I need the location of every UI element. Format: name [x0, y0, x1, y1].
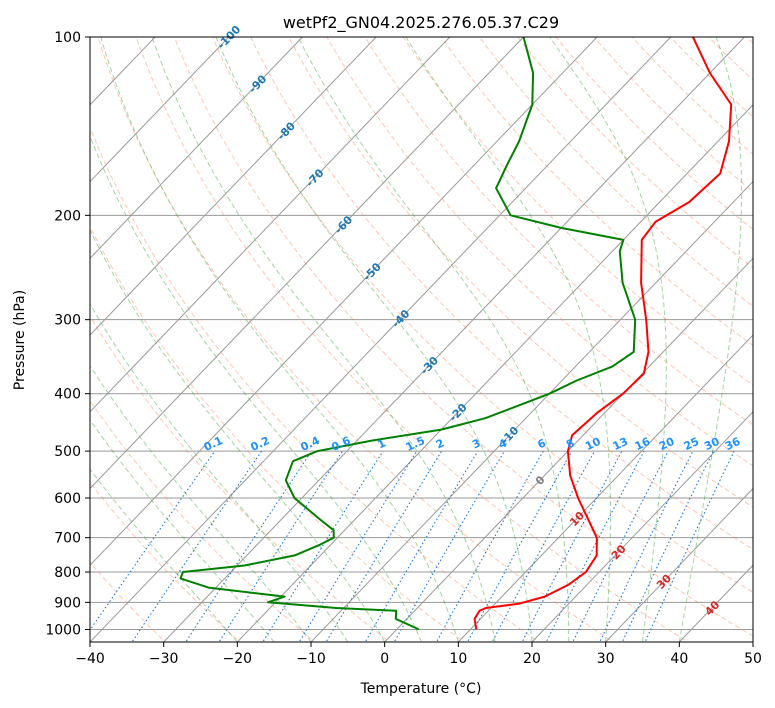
isotherm-line [90, 37, 377, 336]
moist-adiabat-line [90, 468, 238, 642]
dry-adiabat-line [250, 37, 753, 550]
dry-adiabat-line [211, 37, 753, 593]
dry-adiabat-line [478, 37, 753, 307]
isotherm-line [90, 37, 451, 413]
mixing-ratio-line [298, 450, 418, 642]
mixing-ratio-line [185, 450, 313, 642]
x-tick-label: 10 [449, 651, 467, 667]
mixing-ratio-line [218, 450, 343, 642]
x-tick-label: 40 [670, 651, 688, 667]
dry-adiabat-line [364, 37, 753, 426]
x-tick-label: −10 [296, 651, 326, 667]
y-tick-label: 200 [54, 208, 81, 224]
dry-adiabat-line [90, 315, 391, 642]
moist-adiabat-line [215, 37, 533, 642]
chart-title: wetPf2_GN04.2025.276.05.37.C29 [283, 13, 559, 33]
y-tick-label: 400 [54, 387, 81, 403]
isotherm-line [457, 334, 753, 642]
y-tick-label: 1000 [45, 622, 81, 638]
mixing-ratio-line [621, 450, 714, 642]
mixing-ratio-line [521, 450, 623, 642]
mixing-ratio-line [262, 450, 384, 642]
mixing-ratio-label: 13 [611, 435, 630, 453]
x-tick-label: 20 [523, 651, 541, 667]
dry-adiabat-line [135, 37, 690, 642]
y-tick-label: 700 [54, 531, 81, 547]
y-tick-label: 100 [54, 30, 81, 46]
dry-adiabat-line [771, 24, 775, 645]
y-tick-label: 600 [54, 491, 81, 507]
isotherm-line [605, 487, 753, 642]
dry-adiabat-line [402, 37, 753, 386]
x-tick-label: 0 [380, 651, 389, 667]
isotherm-line [90, 37, 672, 642]
mixing-ratio-label: 16 [633, 435, 653, 453]
x-tick-label: 50 [744, 651, 762, 667]
y-axis-label: Pressure (hPa) [12, 290, 28, 390]
moist-adiabat-line [549, 37, 667, 642]
isotherm-line [163, 37, 746, 642]
isotherm-line [90, 37, 525, 490]
moist-adiabat-line [297, 37, 570, 642]
y-tick-label: 300 [54, 313, 81, 329]
temperature-profile-line [473, 37, 733, 630]
mixing-ratio-label: 20 [657, 435, 677, 453]
dry-adiabat-line [90, 225, 465, 642]
y-tick-label: 900 [54, 595, 81, 611]
mixing-ratio-line [644, 450, 735, 642]
dry-adiabat-line [90, 561, 167, 642]
y-tick-label: 500 [54, 444, 81, 460]
moist-adiabat-line [90, 134, 422, 642]
dry-adiabat-line [173, 37, 753, 637]
moist-adiabat-line [90, 229, 386, 642]
moist-adiabat-line [100, 37, 459, 642]
x-tick-label: −30 [149, 651, 179, 667]
mixing-ratio-line [491, 450, 595, 642]
mixing-ratio-label: 36 [723, 435, 743, 453]
isotherm-line [310, 180, 753, 642]
dry-adiabat-line [90, 126, 540, 642]
isotherm-line [531, 411, 753, 642]
mixing-ratio-line [364, 450, 479, 642]
mixing-ratio-line [393, 450, 505, 642]
dewpoint-profile-line [179, 37, 637, 631]
mixing-ratio-line [545, 450, 645, 642]
mixing-ratio-line [131, 450, 263, 642]
mixing-ratio-label: 10 [583, 435, 603, 453]
moist-adiabat-line [90, 303, 349, 642]
isotherm-line [236, 104, 753, 642]
moist-adiabat-line [90, 364, 312, 642]
isotherm-line [90, 37, 230, 183]
y-tick-label: 800 [54, 565, 81, 581]
moist-adiabat-line [151, 37, 496, 642]
isotherm-line [90, 37, 598, 566]
x-tick-label: −20 [223, 651, 253, 667]
mixing-ratio-label: 30 [702, 435, 722, 453]
mixing-ratio-label: 25 [682, 435, 701, 453]
x-tick-label: 30 [597, 651, 615, 667]
isotherm-line [90, 37, 304, 260]
dry-adiabat-line [288, 37, 753, 508]
x-tick-label: −40 [75, 651, 105, 667]
plot-frame [89, 36, 754, 643]
isotherm-line [752, 641, 753, 642]
mixing-ratio-line [90, 450, 216, 632]
moist-adiabat-line [405, 37, 611, 642]
isotherm-line [384, 257, 753, 642]
x-axis-label: Temperature (°C) [360, 681, 482, 697]
moist-adiabat-line [678, 37, 743, 642]
